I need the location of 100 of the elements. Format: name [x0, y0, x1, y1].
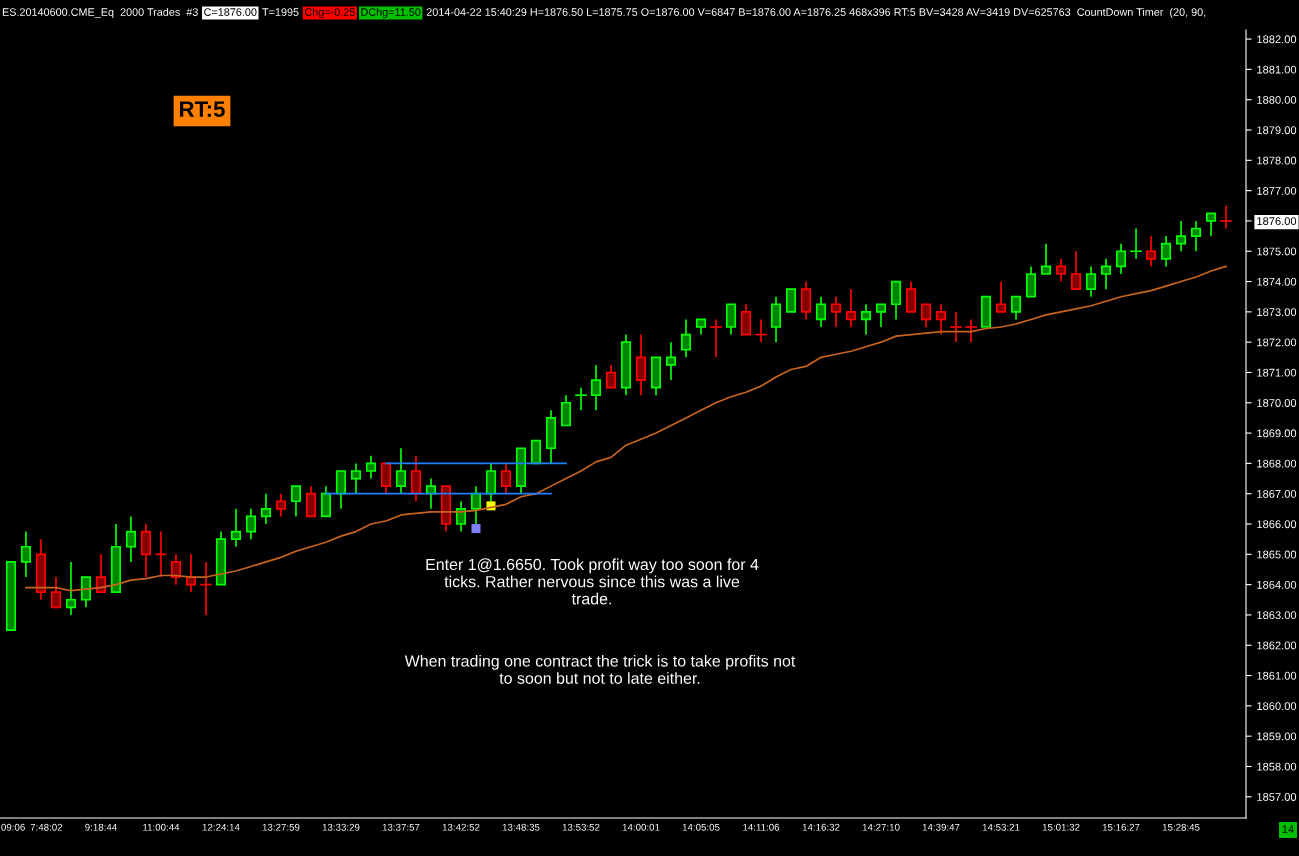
y-tick-label: 1869.00: [1257, 429, 1297, 438]
candlestick: [890, 280, 902, 321]
x-tick-label: 12:24:14: [202, 823, 240, 831]
candlestick: [20, 530, 31, 578]
candlestick: [635, 333, 647, 397]
candlestick: [335, 470, 347, 510]
x-tick-label: 9:18:44: [85, 823, 117, 831]
y-tick-label: 1857.00: [1257, 793, 1297, 801]
text: 14: [1282, 825, 1294, 833]
candlestick: [590, 364, 602, 412]
candlestick: [395, 447, 407, 495]
candlestick: [1161, 235, 1172, 268]
candlestick: [455, 500, 467, 533]
candlestick: [50, 576, 61, 609]
candlestick: [275, 492, 287, 518]
y-tick-label: 1879.00: [1257, 126, 1297, 135]
candlestick: [920, 303, 932, 328]
candlestick: [1206, 212, 1217, 237]
candlestick: [1176, 220, 1187, 253]
candlestick: [860, 303, 872, 336]
candlestick: [935, 303, 947, 336]
candlestick: [740, 303, 752, 336]
candlestick: [995, 280, 1007, 313]
y-tick-label: 1880.00: [1257, 95, 1297, 104]
candlestick: [710, 318, 722, 359]
text: C=1876.00: [204, 8, 257, 16]
candlestick: [845, 288, 857, 328]
y-tick-label: 1866.00: [1257, 520, 1297, 529]
y-tick-label: 1864.00: [1257, 580, 1297, 589]
candlestick: [1040, 242, 1052, 275]
y-tick-label: 1863.00: [1257, 611, 1297, 620]
x-tick-label: 14:27:10: [862, 823, 900, 831]
x-tick-label: 15:28:45: [1162, 823, 1200, 831]
candlestick: [950, 311, 962, 344]
text: 2014-04-22 15:40:29 H=1876.50 L=1875.75 O=1876.00 V=6847 B=1876.00 A=1876.25 468x396 RT:5 BV=3428 AV=3419 DV=625763 CountDown Timer (20, 90,: [426, 7, 1206, 19]
candlestick: [1220, 204, 1232, 230]
candlestick: [1010, 295, 1022, 321]
candlestick: [1191, 220, 1202, 253]
candlestick: [965, 318, 977, 344]
candlestick: [365, 454, 377, 480]
candlestick: [1071, 250, 1082, 290]
candlestick: [80, 576, 91, 609]
x-tick-label: 14:11:06: [743, 823, 780, 831]
candlestick: [410, 454, 422, 503]
x-tick-label: 13:33:29: [322, 823, 360, 831]
candlestick: [320, 485, 332, 518]
y-tick-label: 1870.00: [1257, 399, 1297, 407]
x-tick-label: 15:01:32: [1042, 823, 1080, 831]
candlestick: [500, 462, 512, 495]
x-tick-label: 14:39:47: [922, 823, 960, 831]
annotation: Enter 1@1.6650. Took profit way too soon for 4 ticks. Rather nervous since this was a live trade.: [426, 558, 759, 605]
line-series: [25, 265, 1227, 592]
candlestick: [815, 295, 827, 328]
x-tick-label: 14:16:32: [802, 823, 840, 831]
candlestick: [245, 508, 257, 541]
candlestick: [665, 341, 677, 381]
candlestick: [170, 553, 181, 586]
y-tick-label: 1881.00: [1257, 65, 1297, 74]
y-tick-label: 1875.00: [1257, 247, 1297, 256]
x-tick-label: 09:06: [1, 823, 25, 831]
annotation: When trading one contract the trick is to take profits not to soon but not to late either.: [404, 654, 796, 684]
candlestick: [260, 492, 272, 525]
y-tick-label: 1876.00: [1257, 217, 1297, 226]
candlestick: [575, 386, 587, 412]
text: T=1995: [262, 8, 299, 16]
y-tick-label: 1858.00: [1257, 762, 1297, 771]
candlestick: [905, 280, 917, 313]
candlestick: [95, 553, 106, 594]
y-tick-label: 1877.00: [1257, 186, 1297, 195]
candlestick: [785, 288, 797, 313]
candlestick: [1116, 242, 1127, 275]
candlestick: [725, 303, 737, 336]
y-tick-label: 1859.00: [1257, 732, 1297, 741]
candlestick: [770, 295, 782, 344]
x-tick-label: 13:27:59: [262, 823, 300, 831]
candlestick: [1055, 257, 1067, 283]
candlestick: [155, 530, 167, 578]
y-tick-label: 1872.00: [1257, 338, 1297, 347]
candlestick: [1086, 265, 1097, 298]
y-tick-label: 1874.00: [1257, 277, 1297, 286]
candlestick: [1146, 235, 1157, 268]
x-tick-label: 7:48:02: [30, 823, 63, 831]
y-tick-label: 1865.00: [1257, 550, 1297, 559]
x-tick-label: 14:53:21: [982, 823, 1020, 831]
annotation: RT:5: [180, 101, 225, 117]
candlestick: [65, 561, 76, 616]
candlestick: [830, 295, 842, 328]
candlestick: [1130, 227, 1142, 260]
candlestick: [305, 485, 317, 518]
text: Chg=-0.25: [304, 7, 355, 19]
x-tick-label: 15:16:27: [1102, 823, 1140, 831]
x-tick-label: 13:42:52: [442, 823, 480, 831]
candlestick: [125, 515, 136, 563]
y-tick-label: 1862.00: [1257, 641, 1297, 650]
y-tick-label: 1873.00: [1257, 308, 1297, 316]
x-tick-label: 11:00:44: [143, 823, 180, 831]
y-tick-label: 1882.00: [1257, 35, 1297, 44]
candlestick: [800, 280, 812, 321]
candlestick: [230, 508, 242, 548]
y-tick-label: 1860.00: [1257, 702, 1297, 710]
